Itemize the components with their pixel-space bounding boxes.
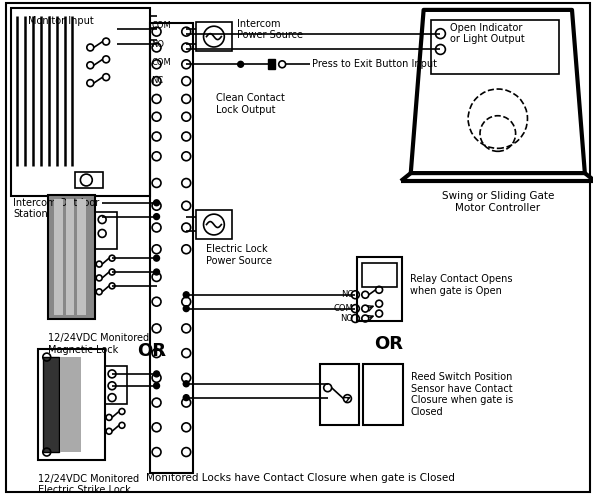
FancyBboxPatch shape (54, 199, 63, 314)
Text: Electric Lock
Power Source: Electric Lock Power Source (206, 244, 272, 266)
FancyBboxPatch shape (268, 60, 275, 69)
Circle shape (154, 269, 160, 275)
Circle shape (154, 214, 160, 220)
Text: NO: NO (340, 314, 353, 323)
Text: 12/24VDC Monitored
Electric Strike Lock: 12/24VDC Monitored Electric Strike Lock (38, 474, 139, 496)
Text: Monitored Locks have Contact Closure when gate is Closed: Monitored Locks have Contact Closure whe… (145, 472, 454, 482)
FancyBboxPatch shape (48, 195, 95, 318)
Text: NC: NC (151, 76, 164, 84)
Circle shape (154, 371, 160, 377)
Text: COM: COM (151, 58, 172, 67)
Text: Open Indicator
or Light Output: Open Indicator or Light Output (451, 23, 525, 44)
Text: NC: NC (341, 290, 353, 300)
Text: Relay Contact Opens
when gate is Open: Relay Contact Opens when gate is Open (410, 274, 513, 295)
Text: Intercom
Power Source: Intercom Power Source (237, 19, 303, 40)
Text: COM: COM (151, 21, 172, 30)
Text: 12/24VDC Monitored
Magnetic Lock: 12/24VDC Monitored Magnetic Lock (48, 334, 149, 355)
FancyBboxPatch shape (43, 357, 58, 452)
Circle shape (183, 381, 189, 387)
Circle shape (154, 255, 160, 261)
FancyBboxPatch shape (77, 199, 86, 314)
Text: Clean Contact
Lock Output: Clean Contact Lock Output (216, 93, 285, 114)
Text: COM: COM (334, 304, 353, 313)
Text: Swing or Sliding Gate
Motor Controller: Swing or Sliding Gate Motor Controller (442, 191, 554, 212)
Circle shape (183, 292, 189, 298)
FancyBboxPatch shape (66, 199, 74, 314)
Text: OR: OR (374, 335, 403, 353)
Text: NO: NO (151, 40, 164, 49)
Circle shape (238, 62, 244, 68)
FancyBboxPatch shape (60, 357, 82, 452)
Circle shape (154, 200, 160, 205)
Circle shape (154, 383, 160, 388)
Text: Monitor Input: Monitor Input (28, 16, 94, 26)
Text: Intercom Outdoor
Station: Intercom Outdoor Station (13, 198, 100, 220)
Text: Reed Switch Position
Sensor have Contact
Closure when gate is
Closed: Reed Switch Position Sensor have Contact… (411, 372, 513, 417)
Circle shape (183, 394, 189, 400)
Circle shape (183, 306, 189, 312)
Text: Press to Exit Button Input: Press to Exit Button Input (312, 60, 437, 70)
Text: OR: OR (137, 342, 166, 360)
